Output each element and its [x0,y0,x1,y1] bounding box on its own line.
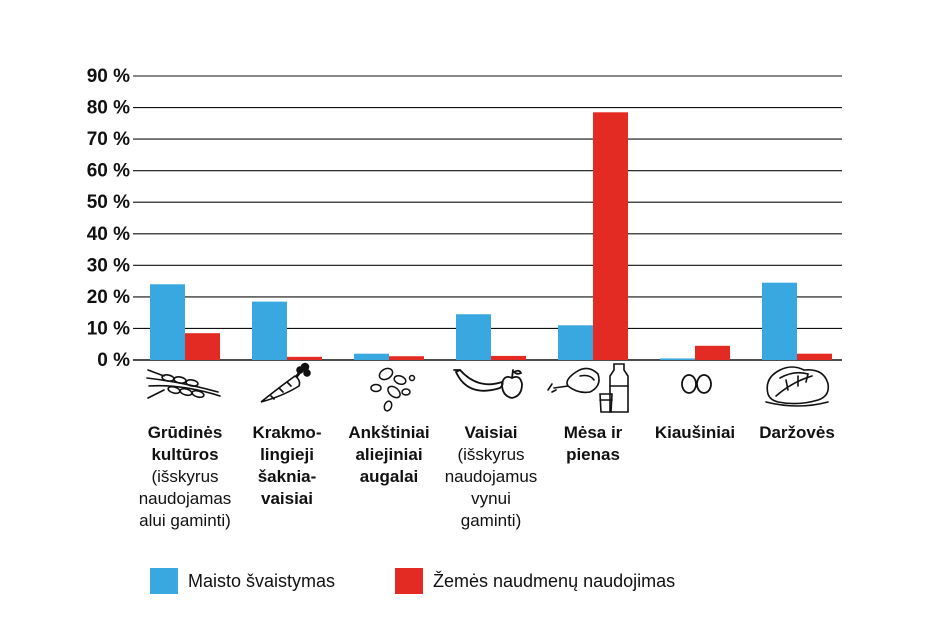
eggs-icon [681,374,712,394]
y-tick-label: 50 % [87,192,130,213]
bar-land-use [593,112,628,361]
y-tick-label: 80 % [87,98,130,119]
category-label: Grūdinės kultūros (išskyrus naudojamas al… [125,422,245,532]
y-tick-label: 20 % [87,287,130,308]
gridlines [133,75,842,361]
y-tick-label: 70 % [87,129,130,150]
carrot-icon [260,362,311,403]
category-note: (išskyrus naudojamas alui gaminti) [138,467,232,530]
bar-land-use [491,355,526,360]
fruit-icon [453,368,523,399]
bar-food-waste [150,284,185,360]
y-tick-label: 90 % [87,66,130,87]
bar-food-waste [252,301,287,360]
bar-land-use [287,356,322,360]
category-name: Krakmo- lingieji šaknia- vaisiai [252,423,322,508]
category-label: Kiaušiniai [635,422,755,444]
bar-food-waste [456,314,491,360]
legend-swatch-blue [150,568,178,594]
category-label: Daržovės [737,422,857,444]
bars [150,112,832,361]
category-name: Vaisiai [464,423,518,442]
category-label: Vaisiai (išskyrus naudojamus vynui gamint… [431,422,551,532]
y-axis-ticks: 0 % 10 % 20 % 30 % 40 % 50 % 60 % 70 % 80 % 90 % [87,66,130,371]
category-name: Daržovės [759,423,835,442]
bar-land-use [185,333,220,360]
legend-item-food-waste: Maisto švaistymas [150,566,335,596]
legend-swatch-red [395,568,423,594]
category-name: Mėsa ir pienas [563,423,623,464]
y-tick-label: 60 % [87,161,130,182]
category-note: (išskyrus naudojamus vynui gaminti) [444,445,538,530]
y-tick-label: 40 % [87,224,130,245]
lettuce-icon [765,366,830,407]
bar-land-use [695,345,730,360]
category-label: Mėsa ir pienas [533,422,653,466]
legend-label: Maisto švaistymas [188,570,336,591]
bar-food-waste [660,358,695,360]
bar-food-waste [558,325,593,360]
y-tick-label: 10 % [87,318,130,339]
seeds-icon [370,367,416,412]
category-name: Grūdinės kultūros [147,423,223,464]
y-tick-label: 30 % [87,255,130,276]
bar-land-use [389,356,424,360]
category-name: Kiaušiniai [654,423,736,442]
category-label: Krakmo- lingieji šaknia- vaisiai [227,422,347,510]
legend-label: Žemės naudmenų naudojimas [433,570,676,591]
bar-food-waste [354,353,389,360]
category-label: Ankštiniai aliejiniai augalai [329,422,449,488]
category-name: Ankštiniai aliejiniai augalai [348,423,430,486]
bar-food-waste [762,282,797,360]
bar-land-use [797,353,832,360]
meat-milk-icon [547,363,629,413]
category-icons [146,362,830,413]
legend-item-land-use: Žemės naudmenų naudojimas [395,566,675,596]
y-tick-label: 0 % [97,350,130,371]
wheat-icon [146,369,221,399]
